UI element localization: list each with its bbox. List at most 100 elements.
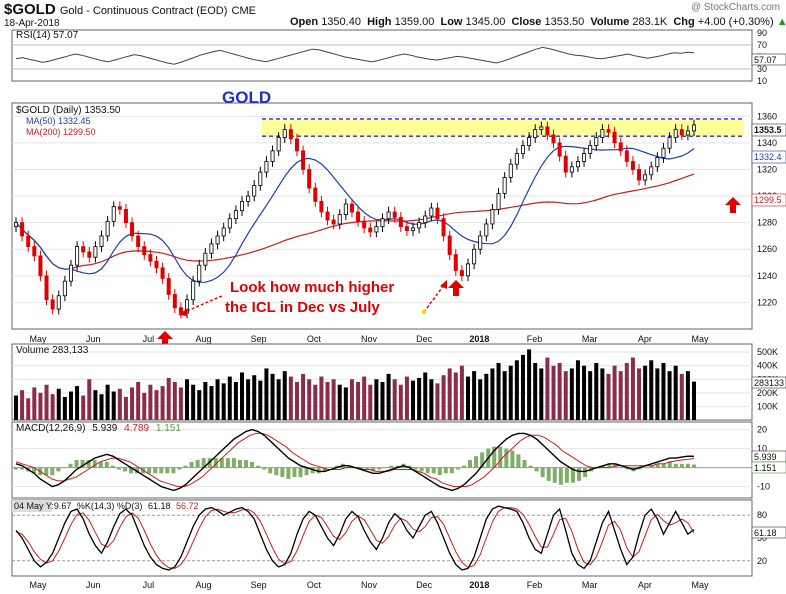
volume-bar bbox=[172, 382, 177, 420]
volume-bar bbox=[649, 360, 654, 420]
volume-bar bbox=[130, 387, 135, 420]
candle-body bbox=[111, 206, 116, 222]
volume-bar bbox=[453, 372, 458, 420]
macd-histogram-bar bbox=[268, 467, 273, 474]
candle-body bbox=[325, 211, 330, 221]
macd-histogram-bar bbox=[322, 467, 327, 472]
price-tick-label: 1360 bbox=[757, 111, 777, 121]
up-arrow-right bbox=[725, 197, 741, 213]
macd-histogram-bar bbox=[129, 467, 134, 474]
stochastic-x-label: Oct bbox=[307, 580, 322, 590]
candle-body bbox=[594, 137, 599, 146]
candle-body bbox=[20, 222, 25, 237]
price-x-label: Jun bbox=[86, 334, 101, 344]
macd-histogram-bar bbox=[528, 465, 533, 468]
candle-body bbox=[563, 155, 568, 173]
macd-legend-hist: 1.151 bbox=[156, 423, 181, 434]
macd-histogram-bar bbox=[534, 467, 539, 472]
volume-bar bbox=[166, 377, 171, 420]
macd-histogram-bar bbox=[655, 463, 660, 468]
volume-bar bbox=[26, 398, 31, 420]
volume-bar bbox=[459, 365, 464, 420]
candle-body bbox=[435, 207, 440, 220]
resistance-zone bbox=[262, 118, 744, 137]
rsi-line bbox=[15, 46, 695, 65]
candle-body bbox=[374, 226, 379, 233]
stochastic-x-label: Sep bbox=[251, 580, 267, 590]
price-x-label: Aug bbox=[195, 334, 211, 344]
candle-body bbox=[239, 200, 244, 212]
candle-body bbox=[600, 129, 605, 138]
price-x-label: May bbox=[691, 334, 709, 344]
macd-tick-label: 20 bbox=[757, 425, 767, 435]
volume-bar bbox=[685, 371, 690, 420]
candle-body bbox=[368, 227, 373, 233]
price-tick-label: 1280 bbox=[757, 218, 777, 228]
volume-bar bbox=[392, 379, 397, 420]
macd-histogram-bar bbox=[334, 465, 339, 468]
annotation-line-2: the ICL in Dec vs July bbox=[225, 299, 380, 316]
candle-body bbox=[270, 150, 275, 162]
macd-histogram-bar bbox=[256, 465, 261, 468]
volume-bar bbox=[349, 379, 354, 420]
candle-body bbox=[99, 235, 104, 247]
volume-bar bbox=[331, 379, 336, 420]
volume-bar bbox=[160, 386, 165, 420]
volume-bar bbox=[307, 379, 312, 420]
volume-bar bbox=[618, 371, 623, 420]
volume-bar bbox=[81, 395, 86, 420]
volume-bar bbox=[404, 376, 409, 420]
rsi-tick-label: 90 bbox=[757, 28, 767, 38]
volume-bar bbox=[692, 381, 696, 420]
macd-histogram-bar bbox=[98, 461, 103, 468]
volume-bar bbox=[490, 368, 495, 420]
macd-histogram-bar bbox=[328, 467, 333, 469]
volume-bar bbox=[435, 383, 440, 420]
volume-bar bbox=[50, 394, 55, 420]
stochastic-x-label: Nov bbox=[361, 580, 378, 590]
rsi-value-tag bbox=[751, 53, 786, 66]
volume-bar bbox=[294, 382, 299, 420]
annotation-marker bbox=[422, 310, 426, 314]
candle-body bbox=[227, 218, 232, 229]
macd-histogram-bar bbox=[649, 465, 654, 468]
macd-histogram-bar bbox=[643, 467, 648, 469]
stochastic-legend-d: 56.72 bbox=[176, 501, 199, 511]
stochastic-tick-label: 80 bbox=[757, 510, 767, 520]
macd-histogram-bar bbox=[673, 463, 678, 468]
rsi-frame bbox=[11, 29, 753, 82]
candle-body bbox=[148, 254, 153, 262]
macd-histogram-bar bbox=[280, 467, 285, 478]
volume-bar bbox=[637, 368, 642, 420]
stochastic-x-label: Aug bbox=[195, 580, 211, 590]
candle-body bbox=[411, 227, 416, 232]
candle-body bbox=[343, 203, 348, 216]
symbol-title: $GOLD Gold - Continuous Contract (EOD) C… bbox=[4, 1, 256, 18]
macd-histogram-bar bbox=[177, 467, 182, 470]
macd-histogram-bar bbox=[480, 452, 485, 468]
cycle-low-up-arrow-dec bbox=[448, 280, 464, 296]
volume-bar bbox=[508, 365, 513, 420]
candle-body bbox=[56, 295, 61, 310]
ma50-line bbox=[15, 145, 695, 283]
volume-bar bbox=[20, 390, 25, 420]
volume-bar bbox=[319, 376, 324, 420]
candle-body bbox=[630, 161, 635, 170]
volume-bar bbox=[325, 382, 330, 420]
price-x-label: Apr bbox=[638, 334, 652, 344]
candle-body bbox=[197, 264, 202, 282]
stochastic-legend-date: 04 May Y:9.67 bbox=[14, 501, 71, 511]
candle-body bbox=[319, 200, 324, 213]
last-close-label: 1353.5 bbox=[754, 125, 782, 135]
volume-bar bbox=[563, 371, 568, 420]
ma50-tag bbox=[751, 150, 786, 164]
macd-histogram-bar bbox=[468, 460, 473, 468]
volume-bar bbox=[99, 394, 104, 420]
macd-histogram-bar bbox=[201, 458, 206, 468]
volume-bar bbox=[215, 379, 220, 420]
open-value: 1350.40 bbox=[321, 16, 361, 28]
candle-body bbox=[624, 150, 629, 162]
macd-histogram-bar bbox=[552, 467, 557, 483]
volume-bar bbox=[246, 379, 251, 420]
